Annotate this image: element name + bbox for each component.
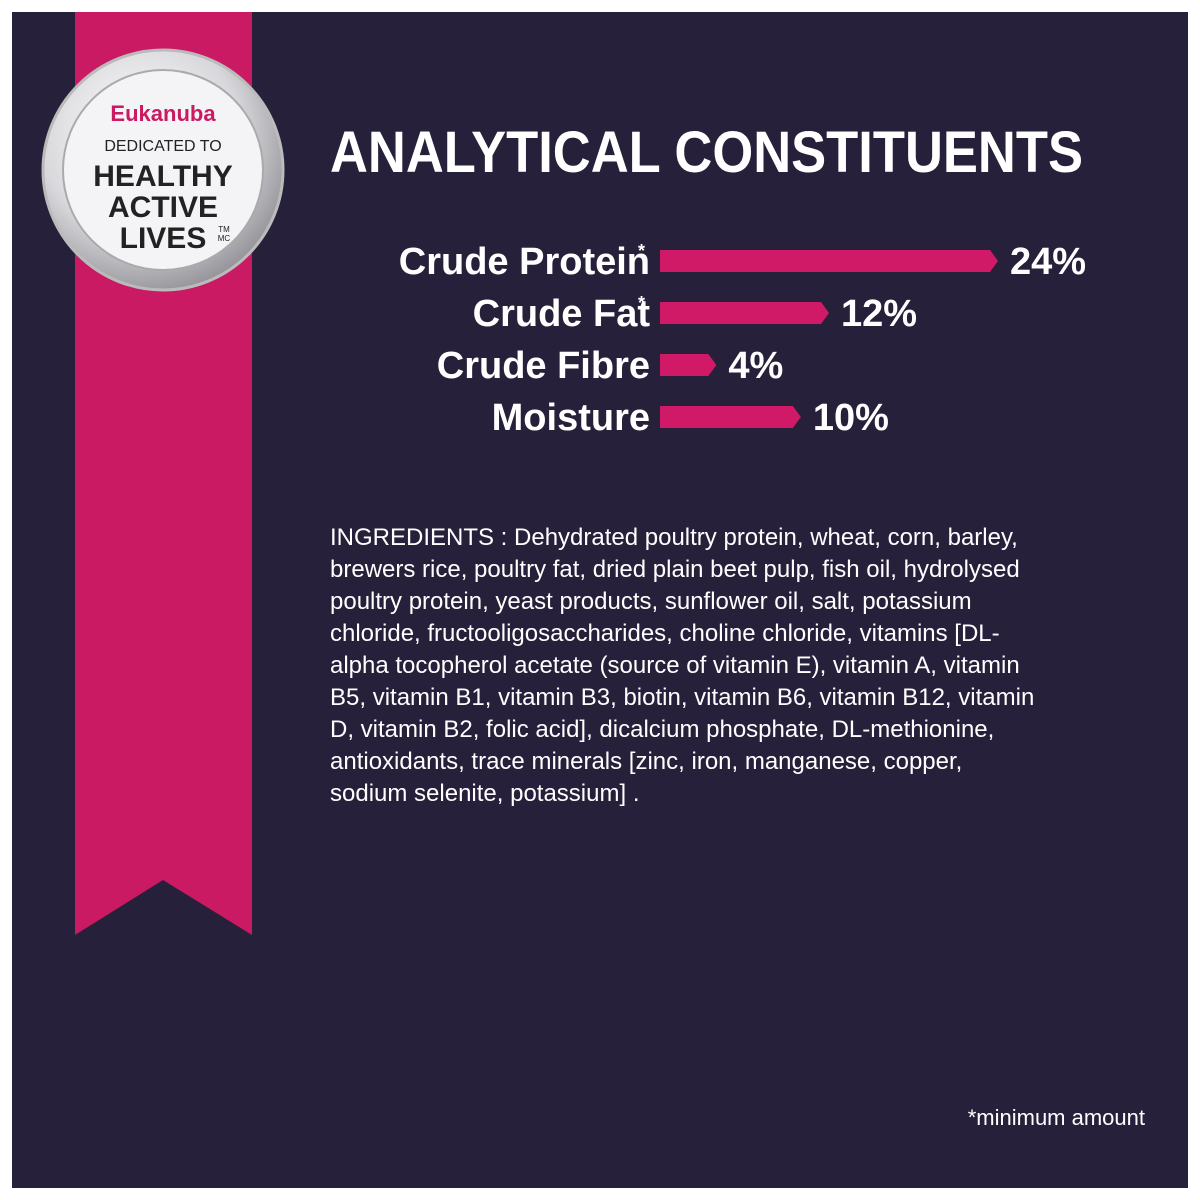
- ingredients-line: chloride, fructooligosaccharides, cholin…: [330, 620, 1000, 647]
- value-label: 4%: [728, 345, 783, 387]
- value-label: 10%: [813, 397, 889, 439]
- trademark: TM: [218, 225, 230, 234]
- badge-line: DEDICATED TO: [104, 138, 221, 155]
- category-label: Moisture: [492, 397, 650, 439]
- value-label: 24%: [1010, 241, 1086, 283]
- ingredients: INGREDIENTS : Dehydrated poultry protein…: [330, 524, 1034, 807]
- category-note: *: [638, 241, 645, 261]
- bar-chart: Crude Protein* 24%Crude Fat* 12%Crude Fibr…: [399, 241, 1086, 439]
- value-label: 12%: [841, 293, 917, 335]
- footnote: *minimum amount: [968, 1105, 1145, 1130]
- ingredients-line: antioxidants, trace minerals [zinc, iron…: [330, 748, 962, 775]
- badge-line: HEALTHY: [93, 160, 232, 193]
- badge-line: ACTIVE: [108, 191, 218, 224]
- category-note: *: [638, 293, 645, 313]
- ingredients-line: brewers rice, poultry fat, dried plain b…: [330, 556, 1020, 583]
- bar: [660, 250, 998, 272]
- category-label: Crude Fat: [473, 293, 651, 335]
- ingredients-line: B5, vitamin B1, vitamin B3, biotin, vita…: [330, 684, 1034, 711]
- category-label: Crude Protein: [399, 241, 650, 283]
- ingredients-line: poultry protein, yeast products, sunflow…: [330, 588, 972, 615]
- ingredients-line: D, vitamin B2, folic acid], dicalcium ph…: [330, 716, 994, 743]
- brand: Eukanuba: [110, 101, 216, 126]
- ingredients-line: alpha tocopherol acetate (source of vita…: [330, 652, 1020, 679]
- ingredients-line: sodium selenite, potassium] .: [330, 780, 639, 807]
- badge-line: LIVES: [120, 222, 207, 255]
- bar: [660, 354, 717, 376]
- bar: [660, 302, 829, 324]
- trademark: MC: [218, 234, 231, 243]
- chart-title: ANALYTICAL CONSTITUENTS: [330, 120, 1083, 185]
- badge-inner: [62, 69, 264, 271]
- category-label: Crude Fibre: [437, 345, 650, 387]
- bar: [660, 406, 801, 428]
- ingredients-line: INGREDIENTS : Dehydrated poultry protein…: [330, 524, 1018, 551]
- badge-text: Eukanuba DEDICATED TO HEALTHY ACTIVE LIV…: [93, 101, 232, 255]
